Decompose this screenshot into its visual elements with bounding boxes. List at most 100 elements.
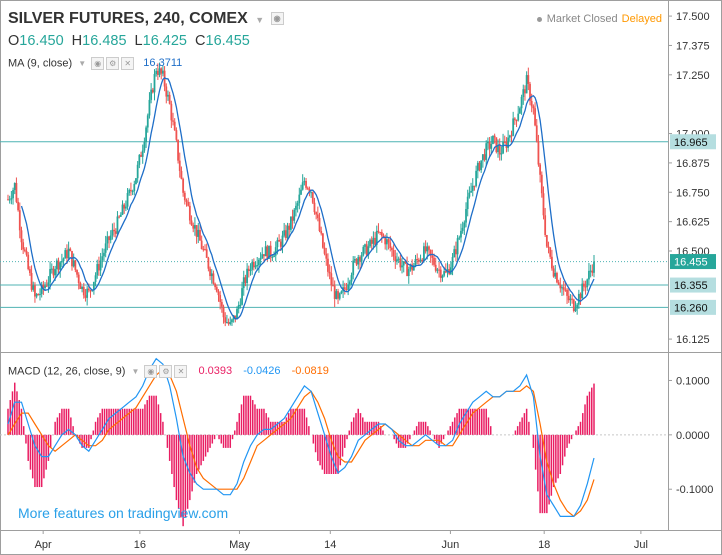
candle-body xyxy=(40,284,43,294)
candle-body xyxy=(325,253,328,259)
candle-body xyxy=(204,249,206,251)
candle-body xyxy=(535,125,538,142)
gear-icon[interactable]: ⚙ xyxy=(159,365,173,378)
market-status-text: Market Closed xyxy=(546,13,618,25)
candle-body xyxy=(492,135,494,144)
candle-body xyxy=(347,284,350,290)
promo-link[interactable]: More features on tradingview.com xyxy=(18,505,229,521)
candle-body xyxy=(123,204,126,209)
macd-legend[interactable]: MACD (12, 26, close, 9) ▼ ◉ ⚙ ✕ 0.0393 -0.… xyxy=(8,365,329,378)
eye-icon[interactable]: ◉ xyxy=(270,12,284,26)
candle-body xyxy=(522,89,525,97)
candle-body xyxy=(244,277,247,284)
candle-body xyxy=(284,230,287,238)
price-label-box xyxy=(670,277,716,293)
chevron-down-icon[interactable]: ▼ xyxy=(255,15,265,25)
candle-body xyxy=(554,272,557,277)
candle-body xyxy=(108,236,110,241)
candle-body xyxy=(217,291,220,296)
candle-body xyxy=(333,285,336,299)
candle-body xyxy=(345,288,348,290)
ma-legend[interactable]: MA (9, close) ▼ ◉ ⚙ ✕ 16.3711 xyxy=(8,57,182,70)
candle-body xyxy=(212,273,215,284)
candle-body xyxy=(59,262,62,270)
chevron-down-icon[interactable]: ▼ xyxy=(78,59,87,69)
chevron-down-icon[interactable]: ▼ xyxy=(131,367,140,377)
candle-body xyxy=(566,289,568,296)
candle-body xyxy=(480,160,483,171)
candle-body xyxy=(291,216,294,221)
candle-body xyxy=(409,264,412,270)
candle-body xyxy=(438,269,440,271)
candle-body xyxy=(226,322,228,324)
eye-icon[interactable]: ◉ xyxy=(144,365,158,378)
candle-body xyxy=(167,94,169,97)
candle-body xyxy=(18,210,21,231)
candle-body xyxy=(318,218,321,232)
candle-body xyxy=(428,246,430,250)
close-icon[interactable]: ✕ xyxy=(174,365,188,378)
candle-body xyxy=(311,192,314,203)
candle-body xyxy=(23,249,26,251)
candle-body xyxy=(128,189,131,193)
candle-body xyxy=(310,192,313,194)
candle-body xyxy=(476,162,479,171)
candle-body xyxy=(219,295,222,303)
candle-body xyxy=(397,258,400,260)
candle-body xyxy=(471,185,474,191)
candle-body xyxy=(579,293,582,299)
ma-value: 16.3711 xyxy=(143,57,183,70)
candle-body xyxy=(20,230,23,243)
candle-body xyxy=(259,258,262,260)
candle-body xyxy=(402,261,405,266)
close-icon[interactable]: ✕ xyxy=(121,57,135,70)
candle-body xyxy=(52,268,55,276)
candle-body xyxy=(178,160,181,171)
gear-icon[interactable]: ⚙ xyxy=(106,57,120,70)
candle-body xyxy=(133,184,136,192)
candle-body xyxy=(271,256,274,258)
candle-body xyxy=(199,229,201,241)
candle-body xyxy=(114,231,117,234)
close-value: 16.455 xyxy=(205,33,250,49)
candle-body xyxy=(463,222,466,228)
candle-body xyxy=(121,204,124,215)
candle-body xyxy=(236,308,238,319)
candle-body xyxy=(370,239,373,244)
candle-body xyxy=(296,203,299,206)
candle-body xyxy=(113,229,115,232)
candle-body xyxy=(362,246,365,256)
candle-body xyxy=(508,135,511,138)
candle-body xyxy=(556,272,558,283)
candle-body xyxy=(391,247,393,251)
candle-body xyxy=(542,193,545,216)
candle-body xyxy=(455,249,457,255)
candle-body xyxy=(485,143,488,160)
candle-body xyxy=(564,289,567,291)
time-tick-label: Jul xyxy=(634,539,648,551)
time-tick-label: Apr xyxy=(35,539,52,551)
candle-body xyxy=(22,242,25,250)
high-value: 16.485 xyxy=(82,33,127,49)
candle-body xyxy=(357,257,360,265)
candle-body xyxy=(567,295,570,301)
eye-icon[interactable]: ◉ xyxy=(91,57,105,70)
candle-body xyxy=(337,291,339,299)
candle-body xyxy=(234,315,237,319)
candle-body xyxy=(220,302,223,307)
candle-body xyxy=(588,270,590,280)
candle-body xyxy=(111,229,114,236)
candle-body xyxy=(17,201,20,211)
candle-body xyxy=(557,282,560,285)
candle-body xyxy=(488,141,491,149)
open-value: 16.450 xyxy=(19,33,64,49)
price-label: 16.455 xyxy=(674,257,708,269)
candle-body xyxy=(28,269,31,273)
candle-body xyxy=(460,230,462,238)
candle-body xyxy=(94,275,97,282)
candle-body xyxy=(298,194,301,204)
candle-body xyxy=(372,237,375,244)
time-tick-label: 16 xyxy=(134,539,146,551)
